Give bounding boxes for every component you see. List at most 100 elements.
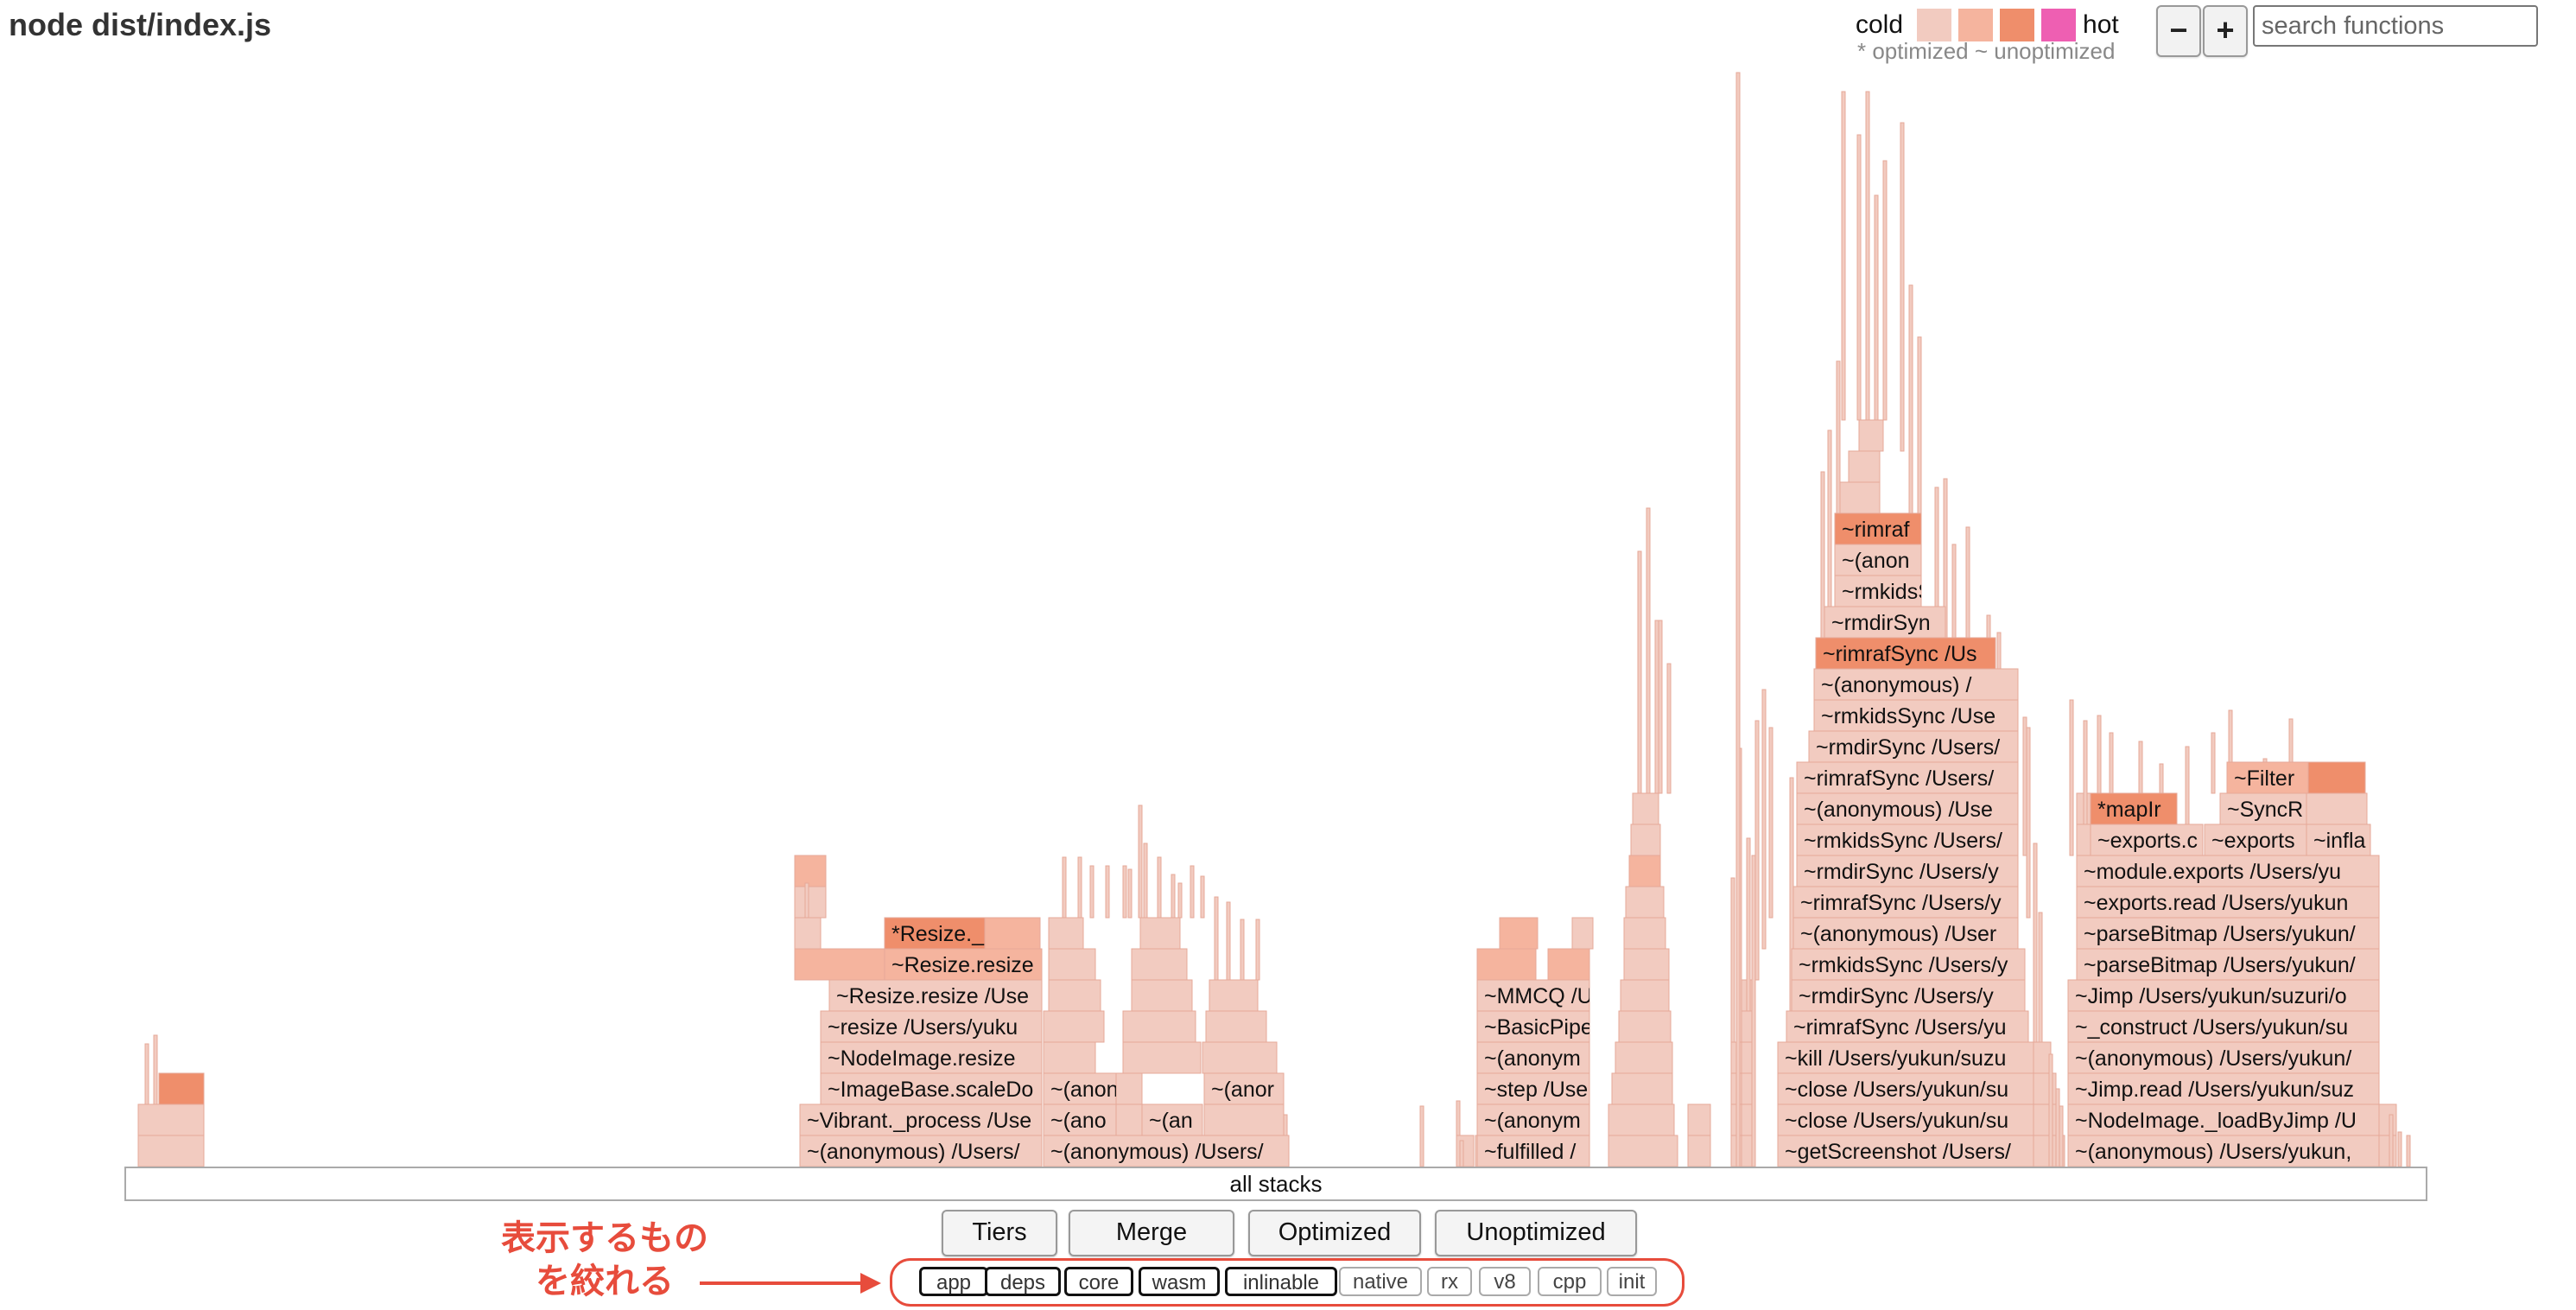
flame-frame[interactable] xyxy=(2067,979,2380,1012)
unoptimized-button[interactable]: Unoptimized xyxy=(1435,1210,1637,1256)
flame-spike[interactable] xyxy=(1138,804,1143,919)
zoom-out-button[interactable]: − xyxy=(2156,5,2201,57)
flame-frame[interactable] xyxy=(1777,1041,2034,1074)
flame-frame[interactable] xyxy=(1839,481,1881,514)
flame-spike[interactable] xyxy=(144,1043,149,1105)
flame-spike[interactable] xyxy=(1456,1100,1461,1136)
flame-frame[interactable] xyxy=(1043,1010,1105,1043)
flame-frame[interactable] xyxy=(1456,1135,1475,1167)
filter-chip-v8[interactable]: v8 xyxy=(1479,1267,1531,1296)
flame-frame[interactable] xyxy=(1628,855,1661,887)
flame-spike[interactable] xyxy=(1177,882,1183,919)
flame-frame[interactable] xyxy=(1808,730,2019,763)
filter-chip-wasm[interactable]: wasm xyxy=(1139,1267,1220,1296)
flame-frame[interactable] xyxy=(1203,1072,1285,1105)
flame-frame[interactable] xyxy=(1848,450,1881,483)
flame-spike[interactable] xyxy=(1882,160,1888,421)
flame-spike[interactable] xyxy=(1255,919,1260,981)
flame-spike[interactable] xyxy=(1841,91,1846,421)
flame-spike[interactable] xyxy=(1226,901,1231,981)
flame-frame[interactable] xyxy=(1611,1072,1673,1105)
flame-spike[interactable] xyxy=(2406,1135,2411,1167)
flame-frame[interactable] xyxy=(1615,1041,1673,1074)
flame-frame[interactable] xyxy=(1141,1103,1203,1136)
flame-frame[interactable] xyxy=(2307,761,2366,794)
flame-spike[interactable] xyxy=(2211,732,2216,794)
flame-spike[interactable] xyxy=(153,1034,158,1105)
flame-frame[interactable] xyxy=(1571,917,1594,950)
filter-chip-init[interactable]: init xyxy=(1607,1267,1657,1296)
flame-spike[interactable] xyxy=(2048,1053,2053,1167)
flame-frame[interactable] xyxy=(1834,575,1922,607)
flame-frame[interactable] xyxy=(2226,761,2309,794)
flame-spike[interactable] xyxy=(1856,134,1862,421)
flame-frame[interactable] xyxy=(1547,948,1590,981)
flame-spike[interactable] xyxy=(1459,1140,1464,1167)
flame-spike[interactable] xyxy=(1077,856,1082,919)
flame-frame[interactable] xyxy=(1476,1041,1590,1074)
flame-frame[interactable] xyxy=(1623,948,1670,981)
flamegraph[interactable]: ~(anonymous) /Users/ ~Vibrant._process /U… xyxy=(0,0,2576,1167)
flame-spike[interactable] xyxy=(1768,727,1773,919)
flame-frame[interactable] xyxy=(2306,792,2368,825)
flame-spike[interactable] xyxy=(1908,284,1913,545)
filter-chip-rx[interactable]: rx xyxy=(1427,1267,1472,1296)
flame-spike[interactable] xyxy=(2022,716,2027,856)
flame-frame[interactable] xyxy=(1792,917,2019,950)
flame-frame[interactable] xyxy=(2076,824,2091,856)
flame-frame[interactable] xyxy=(1630,824,1661,856)
flame-frame[interactable] xyxy=(1608,1103,1675,1136)
all-stacks-bar[interactable]: all stacks xyxy=(124,1167,2427,1201)
flame-frame[interactable] xyxy=(1834,544,1922,576)
flame-frame[interactable] xyxy=(2067,1041,2380,1074)
flame-frame[interactable] xyxy=(2033,1041,2052,1074)
flame-frame[interactable] xyxy=(2219,792,2307,825)
flame-frame[interactable] xyxy=(794,855,827,887)
flame-frame[interactable] xyxy=(1131,979,1193,1012)
flame-frame[interactable] xyxy=(984,917,1041,950)
flame-spike[interactable] xyxy=(2397,1131,2402,1167)
flame-frame[interactable] xyxy=(1834,512,1922,545)
zoom-in-button[interactable]: + xyxy=(2203,5,2248,57)
flame-frame[interactable] xyxy=(2067,1010,2380,1043)
flame-frame[interactable] xyxy=(1824,606,1946,639)
flame-frame[interactable] xyxy=(794,886,827,919)
flame-spike[interactable] xyxy=(1127,868,1133,919)
flame-frame[interactable] xyxy=(1625,886,1665,919)
filter-chip-native[interactable]: native xyxy=(1339,1267,1422,1296)
flame-frame[interactable] xyxy=(1048,948,1096,981)
flame-frame[interactable] xyxy=(158,1072,205,1105)
search-input[interactable] xyxy=(2253,5,2538,47)
flame-frame[interactable] xyxy=(1791,979,2026,1012)
flame-frame[interactable] xyxy=(1608,1135,1678,1167)
flame-frame[interactable] xyxy=(1115,1103,1143,1136)
filter-chip-cpp[interactable]: cpp xyxy=(1538,1267,1602,1296)
flame-frame[interactable] xyxy=(1205,1010,1267,1043)
flame-frame[interactable] xyxy=(1858,419,1884,452)
tiers-button[interactable]: Tiers xyxy=(942,1210,1057,1256)
flame-frame[interactable] xyxy=(1687,1135,1711,1167)
flame-frame[interactable] xyxy=(1209,979,1259,1012)
flame-spike[interactable] xyxy=(2069,699,2074,856)
flame-spike[interactable] xyxy=(2033,843,2038,1043)
flame-frame[interactable] xyxy=(828,979,1043,1012)
flame-frame[interactable] xyxy=(1202,1041,1278,1074)
filter-chip-app[interactable]: app xyxy=(919,1267,988,1296)
flame-frame[interactable] xyxy=(137,1135,205,1167)
flame-frame[interactable] xyxy=(1043,1072,1117,1105)
flame-frame[interactable] xyxy=(1131,948,1188,981)
flame-spike[interactable] xyxy=(2083,720,2088,825)
flame-spike[interactable] xyxy=(2038,912,2043,1043)
flame-frame[interactable] xyxy=(1048,917,1084,950)
flame-frame[interactable] xyxy=(1796,792,2019,825)
flame-spike[interactable] xyxy=(2228,709,2233,763)
flame-frame[interactable] xyxy=(884,948,1043,981)
merge-button[interactable]: Merge xyxy=(1069,1210,1234,1256)
flame-spike[interactable] xyxy=(1157,856,1162,919)
flame-frame[interactable] xyxy=(1048,979,1101,1012)
flame-frame[interactable] xyxy=(1476,948,1537,981)
flame-frame[interactable] xyxy=(1777,1135,2034,1167)
flame-spike[interactable] xyxy=(1658,620,1663,794)
flame-frame[interactable] xyxy=(2378,1103,2397,1136)
flame-spike[interactable] xyxy=(804,882,809,919)
